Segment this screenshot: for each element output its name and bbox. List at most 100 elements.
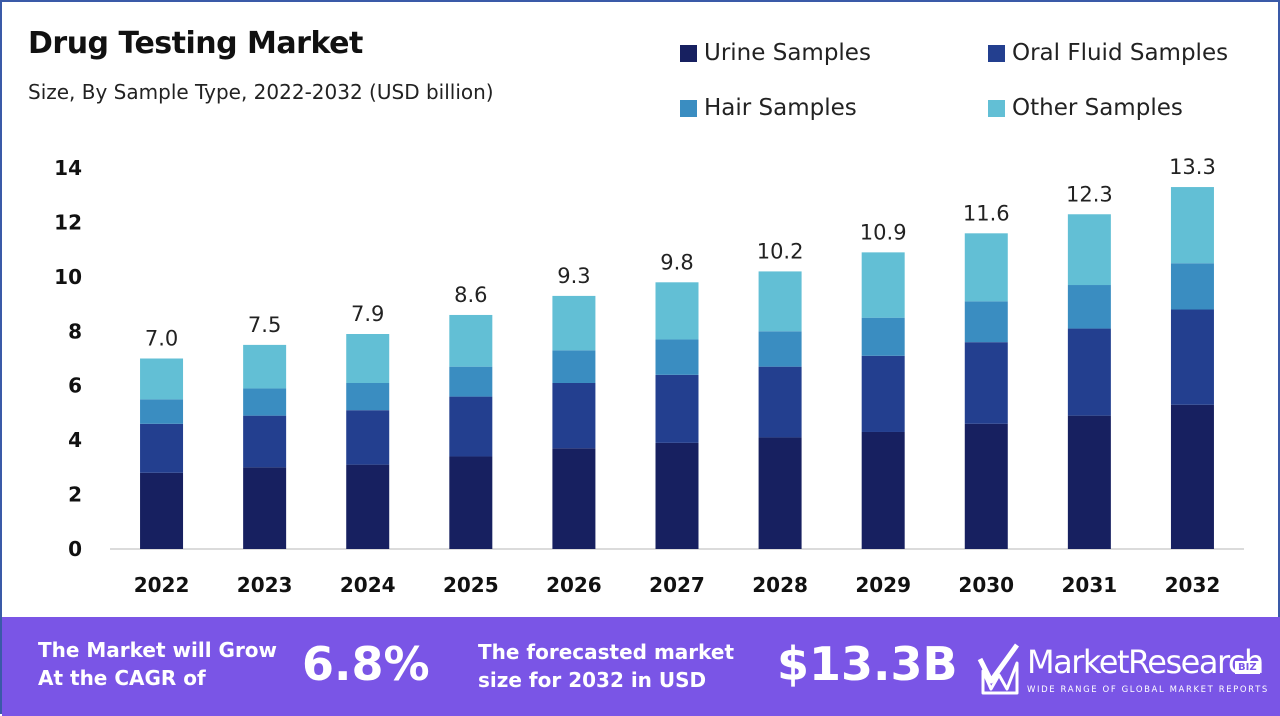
bar-segment bbox=[346, 410, 390, 465]
bar-segment bbox=[964, 301, 1008, 343]
bar-segment bbox=[1067, 285, 1111, 329]
bar-segment bbox=[140, 358, 184, 400]
bar-segment bbox=[861, 317, 905, 356]
bar-segment bbox=[346, 464, 390, 549]
bar-segment bbox=[346, 334, 390, 383]
legend-item-hair: Hair Samples bbox=[680, 95, 857, 121]
bar-segment bbox=[655, 374, 699, 443]
checkmark-m-logo-icon bbox=[977, 643, 1020, 695]
bar-segment bbox=[964, 233, 1008, 302]
bar-segment bbox=[1170, 309, 1214, 405]
bar-segment bbox=[861, 252, 905, 318]
chart-title: Drug Testing Market bbox=[28, 26, 363, 61]
y-tick-label: 14 bbox=[54, 156, 82, 180]
bar-segment bbox=[758, 271, 802, 332]
logo-badge: BIZ bbox=[1235, 661, 1260, 674]
legend-item-oral-fluid: Oral Fluid Samples bbox=[988, 40, 1228, 66]
bar-total-label: 7.0 bbox=[145, 327, 178, 351]
bar-total-label: 8.6 bbox=[454, 283, 487, 307]
bar-segment bbox=[1067, 214, 1111, 286]
chart-subtitle: Size, By Sample Type, 2022-2032 (USD bil… bbox=[28, 80, 494, 104]
bar-segment bbox=[449, 396, 493, 457]
bar-total-label: 13.3 bbox=[1169, 155, 1216, 179]
bar-segment bbox=[1170, 187, 1214, 264]
y-tick-label: 6 bbox=[68, 374, 82, 398]
bar-segment bbox=[552, 350, 596, 383]
bar-total-label: 12.3 bbox=[1066, 182, 1113, 206]
cagr-label: The Market will Grow At the CAGR of bbox=[38, 636, 277, 692]
x-tick-label: 2023 bbox=[237, 573, 293, 597]
marketresearch-logo[interactable]: MarketResearch BIZ WIDE RANGE OF GLOBAL … bbox=[977, 639, 1272, 699]
x-tick-label: 2027 bbox=[649, 573, 705, 597]
bar-segment bbox=[1170, 404, 1214, 549]
legend-label-hair: Hair Samples bbox=[704, 95, 857, 121]
x-tick-label: 2025 bbox=[443, 573, 499, 597]
bar-total-label: 9.8 bbox=[660, 250, 693, 274]
bar-total-label: 10.2 bbox=[757, 239, 804, 263]
bar-segment bbox=[449, 366, 493, 397]
bar-segment bbox=[964, 342, 1008, 424]
logo-tagline: WIDE RANGE OF GLOBAL MARKET REPORTS bbox=[1027, 685, 1269, 695]
x-tick-label: 2026 bbox=[546, 573, 602, 597]
bar-segment bbox=[449, 314, 493, 367]
legend-label-other: Other Samples bbox=[1012, 95, 1183, 121]
bar-segment bbox=[346, 382, 390, 411]
chart-legend: Urine Samples Oral Fluid Samples Hair Sa… bbox=[680, 40, 1260, 140]
y-tick-label: 0 bbox=[68, 537, 82, 561]
x-tick-label: 2032 bbox=[1165, 573, 1221, 597]
legend-swatch-oral-fluid bbox=[988, 44, 1005, 62]
bar-segment bbox=[1170, 263, 1214, 310]
x-tick-label: 2030 bbox=[958, 573, 1014, 597]
forecast-value: $13.3B bbox=[777, 637, 958, 691]
y-tick-label: 12 bbox=[54, 210, 82, 234]
bar-segment bbox=[243, 415, 287, 468]
y-tick-label: 8 bbox=[68, 319, 82, 343]
bar-segment bbox=[552, 382, 596, 449]
bar-segment bbox=[758, 437, 802, 549]
bar-segment bbox=[243, 388, 287, 416]
bar-segment bbox=[861, 355, 905, 432]
legend-swatch-urine bbox=[680, 44, 697, 62]
bar-segment bbox=[552, 448, 596, 549]
legend-item-urine: Urine Samples bbox=[680, 40, 871, 66]
x-tick-label: 2024 bbox=[340, 573, 396, 597]
bar-segment bbox=[758, 331, 802, 367]
cagr-value: 6.8% bbox=[302, 637, 430, 691]
bar-segment bbox=[655, 442, 699, 549]
bar-segment bbox=[655, 339, 699, 375]
x-tick-label: 2031 bbox=[1062, 573, 1118, 597]
forecast-label-line2: size for 2032 in USD bbox=[478, 668, 707, 692]
y-tick-label: 10 bbox=[54, 265, 82, 289]
bar-segment bbox=[1067, 415, 1111, 549]
legend-item-other: Other Samples bbox=[988, 95, 1183, 121]
bar-segment bbox=[243, 467, 287, 549]
x-tick-label: 2028 bbox=[752, 573, 808, 597]
cagr-label-line2: At the CAGR of bbox=[38, 666, 206, 690]
bar-segment bbox=[243, 344, 287, 389]
bar-segment bbox=[655, 282, 699, 340]
logo-name: MarketResearch bbox=[1027, 643, 1264, 681]
x-tick-label: 2029 bbox=[855, 573, 911, 597]
bar-segment bbox=[449, 456, 493, 549]
stacked-bar-chart: 0 2 4 6 8 10 12 14 7.0 2022 7.5 2023 7.9 2024 8.6 2025 9… bbox=[54, 155, 1244, 597]
bar-segment bbox=[1067, 328, 1111, 416]
y-tick-label: 4 bbox=[68, 428, 82, 452]
bar-segment bbox=[140, 472, 184, 549]
bar-segment bbox=[758, 366, 802, 438]
cagr-label-line1: The Market will Grow bbox=[38, 638, 278, 662]
y-tick-label: 2 bbox=[68, 483, 82, 507]
bar-segment bbox=[964, 423, 1008, 549]
bar-total-label: 10.9 bbox=[860, 220, 907, 244]
bar-total-label: 11.6 bbox=[963, 201, 1010, 225]
legend-swatch-hair bbox=[680, 99, 697, 117]
bar-segment bbox=[140, 399, 184, 424]
legend-swatch-other bbox=[988, 99, 1005, 117]
bar-total-label: 7.9 bbox=[351, 302, 384, 326]
bar-segment bbox=[552, 295, 596, 351]
x-tick-label: 2022 bbox=[134, 573, 190, 597]
bar-segment bbox=[140, 423, 184, 473]
bar-segment bbox=[861, 431, 905, 549]
forecast-label-line1: The forecasted market bbox=[478, 640, 735, 664]
legend-label-urine: Urine Samples bbox=[704, 40, 871, 66]
